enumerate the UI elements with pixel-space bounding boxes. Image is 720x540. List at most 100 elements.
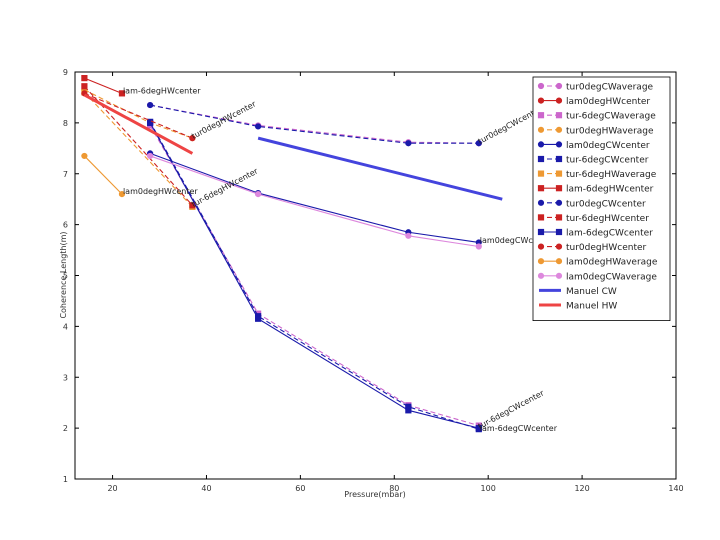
legend-marker xyxy=(555,97,563,104)
point-annotation: tur0degHWcenter xyxy=(190,99,258,141)
point-annotation: lam-6degHWcenter xyxy=(123,86,201,95)
series-tur0degCWcenter xyxy=(147,101,482,147)
legend-entry: lam0degHWcenter xyxy=(537,97,650,107)
series-tur0degHWcenter xyxy=(81,90,196,142)
legend-entry: tur-6degHWaverage xyxy=(537,170,657,180)
point-annotation: lam-6degCWcenter xyxy=(480,424,558,433)
series-line-Manuel HW xyxy=(83,93,194,155)
legend-label: lam-6degCWcenter xyxy=(566,229,653,239)
series-line-lam-6degCWcenter xyxy=(149,122,479,429)
series-Manuel CW xyxy=(257,136,503,201)
legend-marker xyxy=(555,258,563,265)
data-point xyxy=(475,425,482,432)
legend-marker xyxy=(537,112,545,119)
legend-entry: lam-6degHWcenter xyxy=(537,185,654,195)
legend-entry: tur0degHWcenter xyxy=(537,243,647,253)
data-point xyxy=(255,123,262,130)
legend-marker xyxy=(555,199,563,206)
x-tick-label: 120 xyxy=(574,484,589,493)
point-annotation: lam0degCWcenter xyxy=(480,236,555,245)
series-lam0degCWaverage xyxy=(147,152,482,250)
legend-box xyxy=(532,76,671,322)
legend-label: tur-6degHWaverage xyxy=(566,170,657,180)
y-tick-label: 7 xyxy=(63,170,68,179)
legend-entry: lam-6degCWcenter xyxy=(537,228,653,239)
legend-label: tur0degHWaverage xyxy=(566,126,654,136)
legend-marker xyxy=(555,185,563,192)
legend-entry: tur-6degCWaverage xyxy=(537,112,656,122)
legend-marker xyxy=(537,155,545,163)
legend-marker xyxy=(555,82,563,90)
y-tick-label: 3 xyxy=(63,373,68,382)
legend-label: Manuel HW xyxy=(566,302,617,312)
legend-label: lam-6degHWcenter xyxy=(566,185,654,195)
series-tur-6degCWcenter xyxy=(147,118,482,433)
legend-label: tur0degHWcenter xyxy=(566,243,647,253)
legend-label: tur-6degCWcenter xyxy=(566,156,649,166)
data-point xyxy=(405,232,412,239)
y-axis-label: Coherence Length(m) xyxy=(59,231,68,318)
series-lam-6degHWcenter xyxy=(81,75,126,97)
legend-label: tur0degCWaverage xyxy=(566,83,654,93)
data-point xyxy=(147,101,154,109)
legend-marker xyxy=(537,228,545,236)
series-tur-6degCWaverage xyxy=(147,122,482,429)
legend-marker xyxy=(555,272,563,279)
legend-marker xyxy=(537,272,545,279)
x-tick-label: 140 xyxy=(668,484,683,493)
legend-marker xyxy=(537,185,545,192)
data-point xyxy=(475,243,482,250)
data-point xyxy=(405,140,412,147)
series-line-tur-6degHWaverage xyxy=(83,91,193,208)
series-tur0degCWaverage xyxy=(147,101,482,147)
y-tick-label: 8 xyxy=(63,119,68,128)
series-lam-6degCWcenter xyxy=(147,119,482,432)
legend-entry: Manuel HW xyxy=(539,302,617,312)
legend-marker xyxy=(537,126,545,133)
legend-marker xyxy=(537,141,545,148)
legend-marker xyxy=(555,112,563,119)
legend-marker xyxy=(555,243,563,250)
point-annotation: lam0degHWcenter xyxy=(123,187,198,196)
legend-marker xyxy=(555,126,563,133)
data-point xyxy=(405,407,412,414)
series-line-lam0degCWcenter xyxy=(149,152,479,243)
legend-marker xyxy=(555,228,563,236)
y-tick-label: 9 xyxy=(63,68,68,77)
legend-label: tur0degCWcenter xyxy=(566,199,646,209)
x-tick-label: 20 xyxy=(107,484,117,493)
data-point xyxy=(118,191,126,198)
legend-entry: tur0degCWcenter xyxy=(537,199,646,209)
legend-marker xyxy=(537,199,545,206)
x-tick-label: 60 xyxy=(295,484,305,493)
legend-label: tur-6degCWaverage xyxy=(566,112,656,122)
data-point xyxy=(81,83,88,90)
legend-marker xyxy=(537,243,545,250)
data-point xyxy=(255,191,262,198)
y-tick-label: 1 xyxy=(63,475,68,484)
data-point xyxy=(255,315,262,322)
y-tick-label: 6 xyxy=(63,221,68,230)
series-line-lam0degHWaverage xyxy=(83,155,123,195)
legend-label: Manuel CW xyxy=(566,287,617,297)
y-tick-label: 5 xyxy=(63,272,68,281)
series-lam0degHWaverage xyxy=(81,152,126,198)
data-point xyxy=(475,140,482,147)
legend-marker xyxy=(537,170,545,177)
legend-entry: tur0degHWaverage xyxy=(537,126,654,136)
legend-entry: Manuel CW xyxy=(539,287,617,297)
legend-entry: tur-6degHWcenter xyxy=(537,214,649,224)
series-line-tur-6degCWaverage xyxy=(149,125,479,427)
legend-marker xyxy=(537,82,545,90)
series-Manuel HW xyxy=(83,93,194,155)
legend-label: tur-6degHWcenter xyxy=(566,214,649,224)
legend-entry: lam0degHWaverage xyxy=(537,258,658,268)
data-point xyxy=(118,90,126,97)
legend-marker xyxy=(537,214,545,221)
legend-marker xyxy=(555,214,563,221)
legend-marker xyxy=(537,97,545,104)
data-point xyxy=(189,135,196,142)
legend: tur0degCWaverage lam0degHWcenter tur-6degC… xyxy=(532,76,671,322)
series-line-lam-6degHWcenter xyxy=(84,77,123,94)
